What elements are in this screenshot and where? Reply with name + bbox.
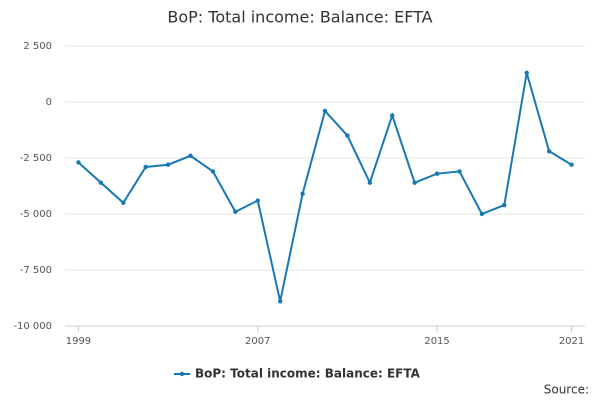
point <box>98 180 104 185</box>
point <box>569 162 574 167</box>
point <box>277 299 283 304</box>
point <box>434 171 440 176</box>
point <box>233 209 238 214</box>
source: Source: <box>544 383 589 397</box>
point <box>457 169 462 174</box>
point <box>322 108 328 114</box>
point <box>502 202 507 208</box>
line <box>77 72 573 302</box>
point <box>143 164 148 170</box>
point <box>188 153 193 158</box>
y-tick-label: -5 000 <box>20 209 52 220</box>
chart-title: BoP: Total income: Balance: EFTA <box>167 8 432 27</box>
legend-label: BoP: Total income: Balance: EFTA <box>195 367 421 381</box>
x-tick-label: 1999 <box>66 336 91 347</box>
legend-marker <box>179 371 185 377</box>
point <box>76 160 81 165</box>
y-tick-label: 0 <box>46 97 52 108</box>
point <box>367 180 373 185</box>
point <box>524 70 529 76</box>
y-tick-label: -10 000 <box>13 321 52 332</box>
y-tick-label: -7 500 <box>20 265 52 276</box>
y-tick-label: 2 500 <box>23 41 52 52</box>
point <box>165 162 171 167</box>
point <box>546 149 552 154</box>
point <box>345 133 350 138</box>
point <box>255 198 260 203</box>
point <box>121 200 126 205</box>
x-tick-label: 2015 <box>424 336 449 347</box>
point <box>390 113 395 118</box>
x-tick-label: 2007 <box>245 336 270 347</box>
point <box>210 169 216 174</box>
point <box>412 180 417 185</box>
point <box>300 191 305 197</box>
y-tick-label: -2 500 <box>20 153 52 164</box>
point <box>479 211 485 217</box>
x-tick-label: 2021 <box>559 336 584 347</box>
